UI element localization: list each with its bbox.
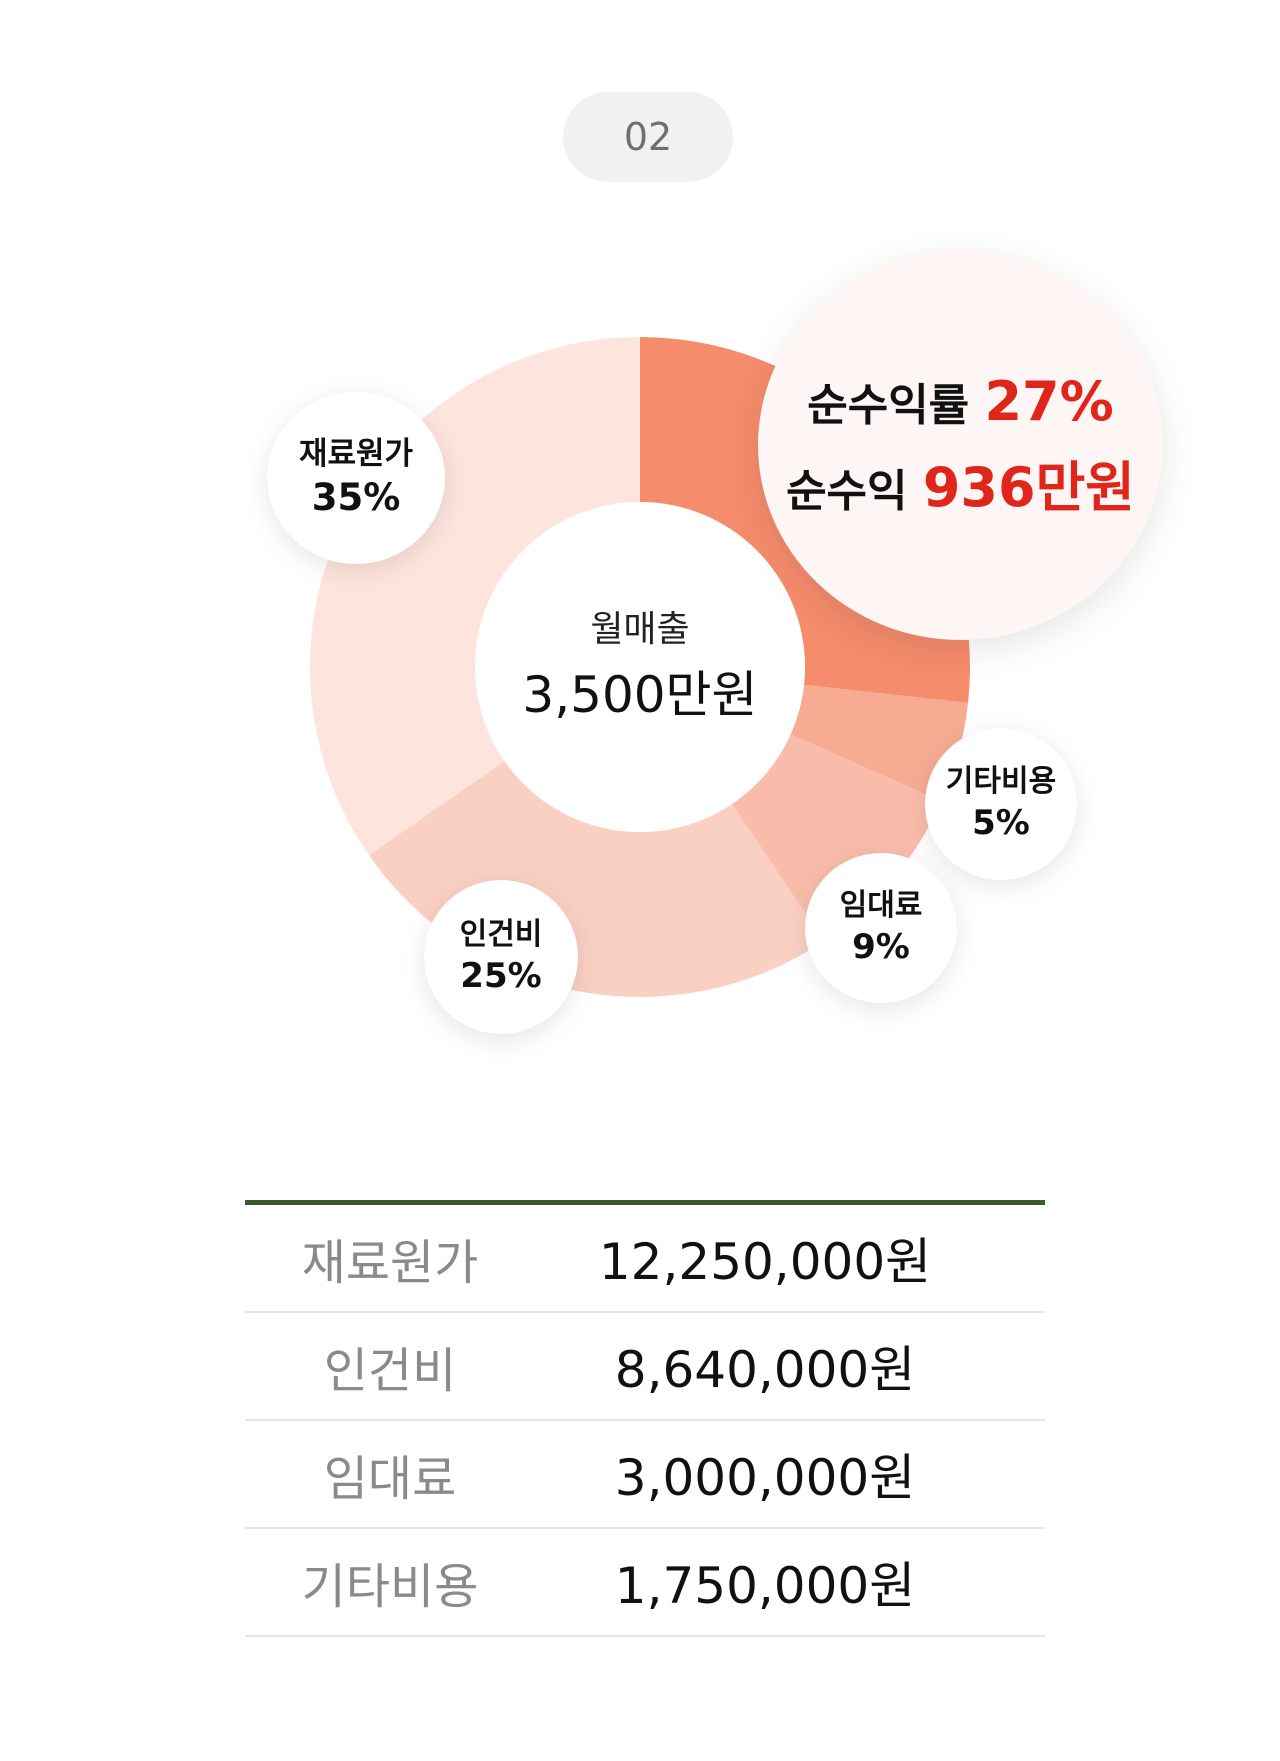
row-label: 재료원가 (301, 1235, 479, 1291)
bubble-percent: 9% (852, 927, 910, 968)
donut-slice-2 (731, 734, 942, 942)
row-value: 1,750,000원 (614, 1557, 916, 1615)
donut-slice-1 (790, 684, 969, 802)
bubble-category: 기타비용 (945, 764, 1057, 800)
table-row: 임대료 3,000,000원 (245, 1421, 1045, 1529)
profit-rate-label: 순수익률 (807, 379, 970, 431)
center-label: 월매출 (590, 609, 690, 650)
row-value: 3,000,000원 (614, 1449, 916, 1507)
row-value: 8,640,000원 (614, 1341, 916, 1399)
bubble-percent: 25% (460, 956, 542, 997)
bubble-category: 임대료 (839, 888, 923, 924)
profit-amount-label: 순수익 (786, 466, 908, 517)
bubble-other-cost: 기타비용 5% (925, 728, 1077, 880)
table-row: 기타비용 1,750,000원 (245, 1529, 1045, 1637)
profit-bubble: 순수익률 27% 순수익 936만원 (758, 250, 1163, 640)
bubble-material-cost: 재료원가 35% (267, 392, 445, 564)
bubble-percent: 5% (972, 803, 1030, 844)
step-badge: 02 (563, 92, 733, 182)
bubble-percent: 35% (311, 476, 401, 520)
row-label: 기타비용 (301, 1559, 479, 1615)
bubble-labor-cost: 인건비 25% (424, 880, 578, 1034)
table-row: 재료원가 12,250,000원 (245, 1205, 1045, 1313)
donut-hole (475, 502, 805, 832)
bubble-category: 재료원가 (298, 435, 414, 472)
bubble-rent: 임대료 9% (805, 853, 957, 1003)
table-row: 인건비 8,640,000원 (245, 1313, 1045, 1421)
cost-table: 재료원가 12,250,000원 인건비 8,640,000원 임대료 3,00… (245, 1200, 1045, 1637)
profit-amount-line: 순수익 936만원 (786, 445, 1135, 531)
profit-rate-value: 27% (984, 369, 1114, 433)
bubble-category: 인건비 (459, 917, 543, 953)
center-value: 3,500만원 (522, 666, 758, 724)
row-label: 인건비 (323, 1343, 457, 1399)
profit-amount-value: 936만원 (922, 456, 1135, 519)
row-value: 12,250,000원 (598, 1233, 932, 1291)
profit-rate-line: 순수익률 27% (807, 359, 1114, 445)
row-label: 임대료 (323, 1451, 457, 1507)
table-top-rule (245, 1200, 1045, 1205)
